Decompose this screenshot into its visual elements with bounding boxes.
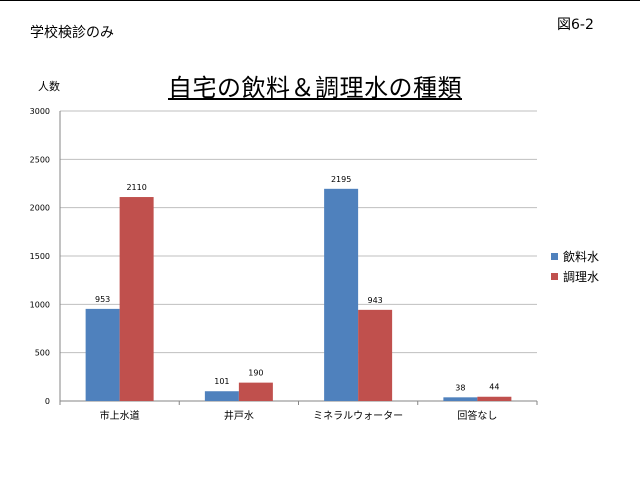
data-label-2-3: 943: [367, 296, 382, 305]
legend-label-series-2: 調理水: [563, 269, 600, 284]
y-tick-label-1500: 1500: [30, 252, 50, 261]
top-border: [0, 0, 640, 1]
bar-2-2: [238, 382, 273, 401]
y-tick-label-1000: 1000: [30, 300, 50, 309]
x-category-label-4: 回答なし: [457, 409, 497, 422]
figure-number: 図6-2: [557, 17, 594, 33]
x-category-label-2: 井戸水: [224, 409, 254, 422]
legend-item-series-1: 飲料水: [551, 246, 599, 266]
legend-item-series-2: 調理水: [551, 266, 599, 286]
bar-1-4: [443, 397, 478, 401]
data-label-2-4: 44: [489, 383, 499, 392]
x-category-label-3: ミネラルウォーター: [313, 410, 403, 422]
bar-2-3: [358, 309, 393, 401]
scope-note: 学校検診のみ: [30, 25, 114, 41]
y-axis-label: 人数: [38, 80, 60, 93]
bar-1-2: [204, 391, 239, 401]
y-tick-label-2000: 2000: [30, 204, 50, 213]
bar-1-3: [324, 188, 359, 401]
legend-swatch-series-2: [551, 272, 558, 280]
data-label-1-1: 953: [95, 295, 110, 304]
data-label-2-1: 2110: [126, 183, 146, 192]
bar-1-1: [85, 308, 120, 401]
bar-2-1: [119, 197, 154, 401]
legend-swatch-series-1: [551, 252, 558, 260]
y-tick-label-3000: 3000: [30, 107, 50, 116]
x-category-label-1: 市上水道: [100, 409, 140, 422]
data-label-2-2: 190: [248, 369, 263, 378]
bar-2-4: [477, 396, 512, 401]
legend-label-series-1: 飲料水: [563, 249, 600, 264]
data-label-1-2: 101: [214, 377, 229, 386]
data-label-1-4: 38: [455, 383, 465, 392]
y-tick-label-2500: 2500: [30, 155, 50, 164]
data-label-1-3: 2195: [331, 175, 351, 184]
y-tick-label-0: 0: [45, 397, 50, 406]
chart-title: 自宅の飲料＆調理水の種類: [168, 74, 462, 102]
y-tick-label-500: 500: [35, 349, 50, 358]
legend: 飲料水 調理水: [551, 246, 599, 286]
